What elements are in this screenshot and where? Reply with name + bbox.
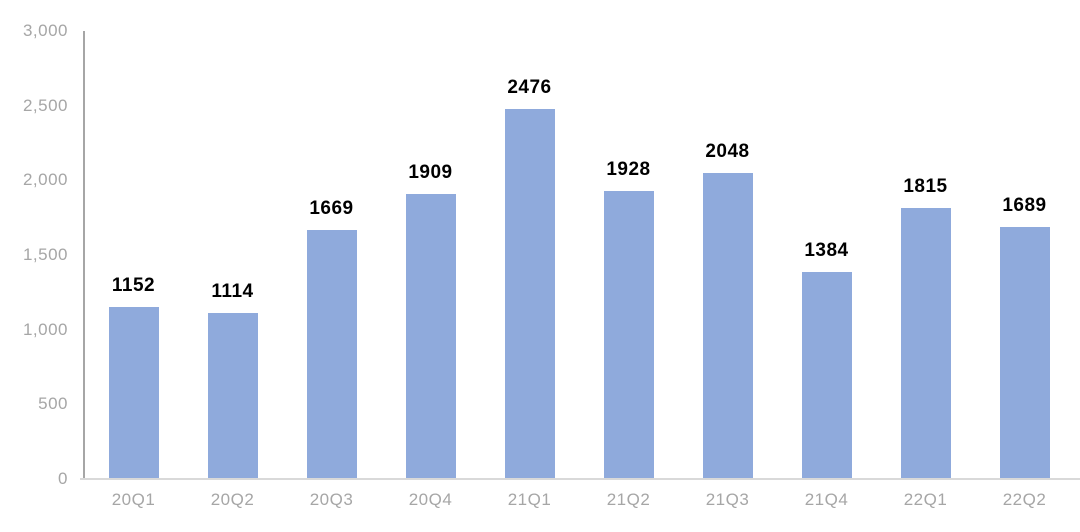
x-axis-tick-label: 21Q1 — [507, 490, 552, 509]
x-axis-tick-label: 22Q2 — [1002, 490, 1047, 509]
bar-value-label: 1689 — [1002, 195, 1047, 216]
bar-value-label: 1909 — [408, 162, 453, 183]
y-axis-tick-label: 2,000 — [22, 170, 68, 190]
bar — [702, 173, 753, 478]
bar — [801, 272, 852, 478]
y-axis-line — [83, 31, 85, 479]
bar — [207, 313, 258, 478]
bar — [603, 191, 654, 478]
y-axis-tick-label: 2,500 — [22, 95, 68, 115]
bar-value-label: 1114 — [211, 281, 254, 302]
bar — [405, 194, 456, 478]
bar-value-label: 2048 — [705, 141, 750, 162]
bar — [108, 307, 159, 478]
bar-value-label: 2476 — [507, 77, 552, 98]
x-axis-tick-label: 20Q1 — [111, 490, 156, 509]
bar — [504, 109, 555, 478]
x-axis-tick-label: 20Q3 — [309, 490, 354, 509]
x-axis-tick-label: 22Q1 — [903, 490, 948, 509]
bar — [306, 230, 357, 478]
x-axis-tick-label: 20Q2 — [210, 490, 255, 509]
x-axis-tick-label: 21Q2 — [606, 490, 651, 509]
y-axis-tick-label: 1,500 — [22, 245, 68, 264]
x-axis-tick-label: 21Q4 — [804, 490, 849, 509]
bar-value-label: 1928 — [606, 159, 651, 180]
y-axis-tick-label: 3,000 — [22, 21, 68, 40]
bar-value-label: 1669 — [309, 198, 354, 219]
x-axis-tick-label: 20Q4 — [408, 490, 453, 509]
x-axis-tick-label: 21Q3 — [705, 490, 750, 509]
bar-value-label: 1152 — [111, 275, 156, 296]
bar-value-label: 1384 — [804, 240, 849, 261]
bar — [999, 227, 1050, 478]
x-axis-baseline — [80, 478, 1080, 480]
y-axis-tick-label: 1,000 — [22, 319, 68, 339]
y-axis-tick-label: 0 — [58, 469, 68, 488]
bar — [900, 208, 951, 478]
y-axis-tick-label: 500 — [38, 394, 68, 414]
bar-value-label: 1815 — [903, 176, 948, 197]
